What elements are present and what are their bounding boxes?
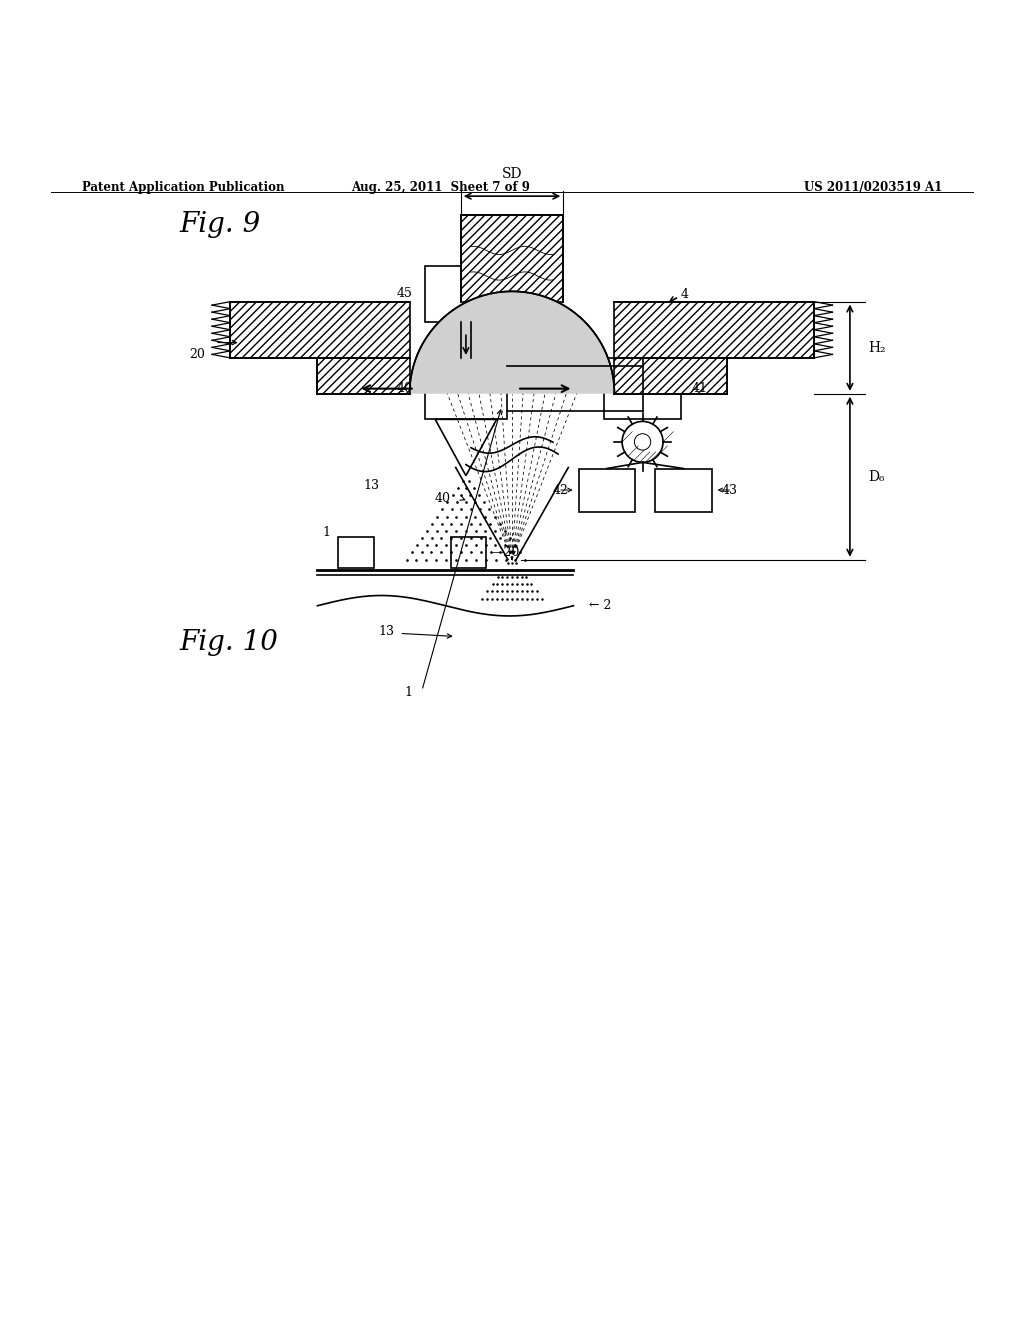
Bar bbox=[579, 469, 635, 512]
Bar bbox=[425, 358, 507, 420]
Bar bbox=[614, 301, 814, 358]
Text: 4: 4 bbox=[681, 288, 689, 301]
Text: Fig. 9: Fig. 9 bbox=[179, 211, 260, 239]
Text: SD: SD bbox=[502, 166, 522, 181]
Text: 20: 20 bbox=[188, 347, 205, 360]
Text: D₆: D₆ bbox=[868, 470, 885, 483]
Bar bbox=[317, 358, 410, 393]
Text: 41: 41 bbox=[691, 383, 708, 395]
Text: 40: 40 bbox=[434, 492, 451, 504]
Text: Patent Application Publication: Patent Application Publication bbox=[82, 181, 285, 194]
Text: 1: 1 bbox=[323, 525, 331, 539]
Bar bbox=[425, 265, 507, 322]
Text: US 2011/0203519 A1: US 2011/0203519 A1 bbox=[804, 181, 942, 194]
Text: 13: 13 bbox=[379, 624, 395, 638]
Bar bbox=[614, 358, 727, 393]
Text: 13: 13 bbox=[364, 479, 380, 492]
Circle shape bbox=[634, 434, 651, 450]
Text: 45: 45 bbox=[396, 288, 413, 301]
Text: ← 2: ← 2 bbox=[589, 599, 611, 612]
Bar bbox=[604, 358, 681, 420]
Text: 43: 43 bbox=[722, 483, 738, 496]
Text: 40: 40 bbox=[396, 383, 413, 395]
Bar bbox=[230, 301, 410, 358]
Bar bbox=[451, 537, 486, 568]
Polygon shape bbox=[435, 420, 497, 475]
Circle shape bbox=[622, 421, 664, 462]
Text: Fig. 10: Fig. 10 bbox=[179, 630, 279, 656]
Bar bbox=[655, 469, 712, 512]
Text: 1: 1 bbox=[404, 686, 413, 700]
Bar bbox=[461, 215, 563, 301]
Bar bbox=[338, 537, 374, 568]
Text: Aug. 25, 2011  Sheet 7 of 9: Aug. 25, 2011 Sheet 7 of 9 bbox=[351, 181, 529, 194]
Text: H₂: H₂ bbox=[868, 341, 886, 355]
Text: 42: 42 bbox=[552, 483, 568, 496]
Text: —20: —20 bbox=[492, 546, 520, 558]
